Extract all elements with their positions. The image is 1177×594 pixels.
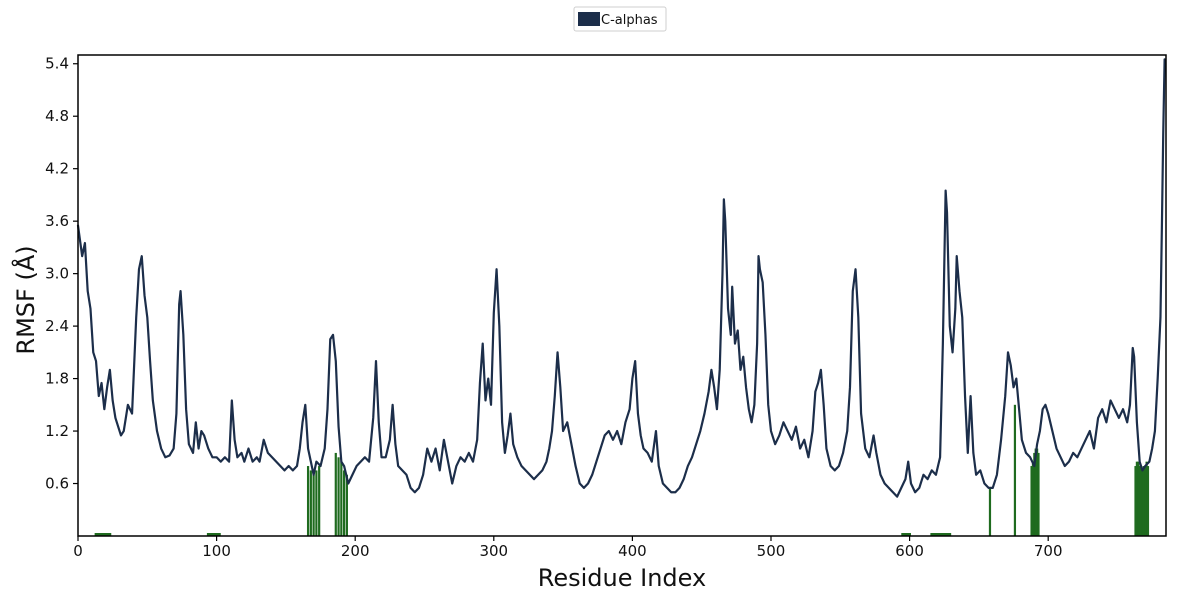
y-tick-label: 2.4 (45, 317, 69, 335)
x-tick-label: 600 (895, 542, 924, 560)
marker-base-segment (930, 533, 952, 536)
marker-bar (1139, 466, 1143, 536)
marker-bar (1031, 461, 1035, 536)
marker-bar (1030, 466, 1033, 536)
marker-bar (1034, 448, 1037, 536)
marker-bar (1135, 461, 1138, 536)
marker-bar (1036, 448, 1039, 536)
y-tick-label: 1.8 (45, 370, 69, 388)
marker-bar (345, 474, 348, 536)
marker-bar (1146, 466, 1150, 536)
marker-bar (1138, 466, 1141, 536)
marker-bar (343, 470, 346, 536)
x-tick-label: 700 (1034, 542, 1063, 560)
marker-bar (337, 457, 340, 536)
marker-bar (1013, 404, 1017, 536)
x-tick-label: 200 (341, 542, 370, 560)
y-tick-label: 1.2 (45, 422, 69, 440)
marker-base-segment (901, 533, 911, 536)
marker-bar (309, 470, 312, 536)
y-tick-label: 3.0 (45, 265, 69, 283)
x-tick-label: 400 (618, 542, 647, 560)
marker-bar (1033, 452, 1036, 536)
legend-swatch (578, 12, 600, 26)
axis-ticks: 0 100 200 300 400 500 600 700 0.6 1.2 1.8 2.4 3.0 3.6… (45, 55, 1062, 560)
marker-bar (312, 474, 315, 536)
x-tick-label: 100 (202, 542, 231, 560)
x-tick-label: 300 (479, 542, 508, 560)
marker-bar (334, 452, 337, 536)
marker-bar (318, 466, 321, 536)
marker-base-segment (206, 533, 221, 536)
y-tick-label: 5.4 (45, 55, 69, 73)
y-tick-label: 0.6 (45, 475, 69, 493)
marker-bar (1137, 461, 1140, 536)
marker-bar (1134, 466, 1137, 536)
legend-label: C-alphas (601, 13, 658, 28)
x-tick-label: 500 (757, 542, 786, 560)
y-tick-label: 4.2 (45, 160, 69, 178)
marker-bar (1141, 470, 1144, 536)
marker-bar (1145, 461, 1148, 536)
marker-bar (306, 466, 310, 536)
y-axis-title: RMSF (Å) (11, 245, 40, 354)
marker-base-segment (94, 533, 112, 536)
marker-bar (1037, 452, 1040, 536)
plot-frame (77, 54, 1167, 537)
marker-bar (340, 461, 343, 536)
y-tick-label: 4.8 (45, 107, 69, 125)
x-axis-title: Residue Index (538, 564, 706, 592)
marker-bar (988, 487, 992, 536)
marker-bar (315, 470, 318, 536)
x-tick-label: 0 (73, 542, 83, 560)
plot-area (76, 58, 1166, 536)
marker-bar (1142, 466, 1145, 536)
y-tick-label: 3.6 (45, 212, 69, 230)
series-line-c-alphas (76, 58, 1166, 498)
marker-bar (1144, 466, 1147, 536)
legend: C-alphas (573, 6, 667, 32)
